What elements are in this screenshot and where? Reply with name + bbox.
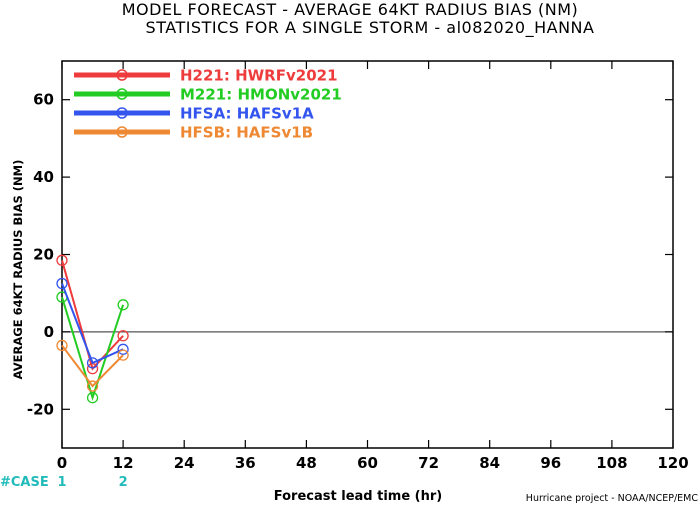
data-point-marker [117,343,129,355]
y-tick-label: 40 [33,168,54,186]
x-tick-label: 60 [357,454,378,472]
y-tick-label: 0 [44,323,54,341]
x-tick-label: 72 [418,454,439,472]
legend-item: H221: HWRFv2021 [74,67,338,85]
legend-label: HFSA: HAFSv1A [180,105,314,123]
legend-item: HFSA: HAFSv1A [74,105,314,123]
data-point-marker [86,380,99,392]
x-tick-label: 36 [235,454,256,472]
data-point-marker [86,392,99,404]
series-line [61,283,124,365]
x-tick-label: 108 [596,454,627,472]
chart-title: MODEL FORECAST - AVERAGE 64KT RADIUS BIA… [122,0,579,19]
legend-marker-icon [116,126,128,138]
case-count-value: 2 [119,475,128,490]
series-group [56,277,129,369]
y-axis-label: AVERAGE 64KT RADIUS BIAS (NM) [11,160,25,380]
x-axis-label: Forecast lead time (hr) [274,489,442,504]
x-tick-label: 84 [479,454,500,472]
legend-label: H221: HWRFv2021 [180,67,338,85]
y-tick-label: 60 [33,91,54,109]
y-tick-label: 20 [33,246,54,264]
legend-marker-icon [116,88,128,100]
legend-marker-icon [116,69,128,81]
legend-item: HFSB: HAFSv1B [74,124,313,142]
legend-label: M221: HMONv2021 [180,86,342,104]
chart-subtitle: STATISTICS FOR A SINGLE STORM - al082020… [146,18,595,38]
plot-frame [61,60,674,449]
series-line [61,260,124,371]
series-line [61,296,125,402]
series-group [56,254,129,375]
data-point-marker [117,299,129,311]
x-tick-label: 12 [113,454,134,472]
data-point-marker [117,349,129,361]
data-point-marker [117,330,129,342]
x-tick-label: 24 [174,454,195,472]
x-tick-label: 48 [296,454,317,472]
legend-marker-icon [116,107,128,119]
x-tick-label: 0 [57,454,67,472]
data-point-marker [56,277,68,290]
x-tick-label: 96 [540,454,561,472]
data-point-marker [86,357,99,369]
credit-text: Hurricane project - NOAA/NCEP/EMC [526,493,699,504]
case-count-value: 1 [57,475,66,490]
data-point-marker [56,339,68,352]
series-group [56,339,129,392]
x-tick-label: 120 [657,454,688,472]
case-count-label: #CASE [0,475,49,490]
data-point-marker [56,254,68,266]
legend-label: HFSB: HAFSv1B [180,124,313,142]
series-line [61,344,124,388]
legend-item: M221: HMONv2021 [74,86,342,104]
y-tick-label: -20 [27,400,54,418]
